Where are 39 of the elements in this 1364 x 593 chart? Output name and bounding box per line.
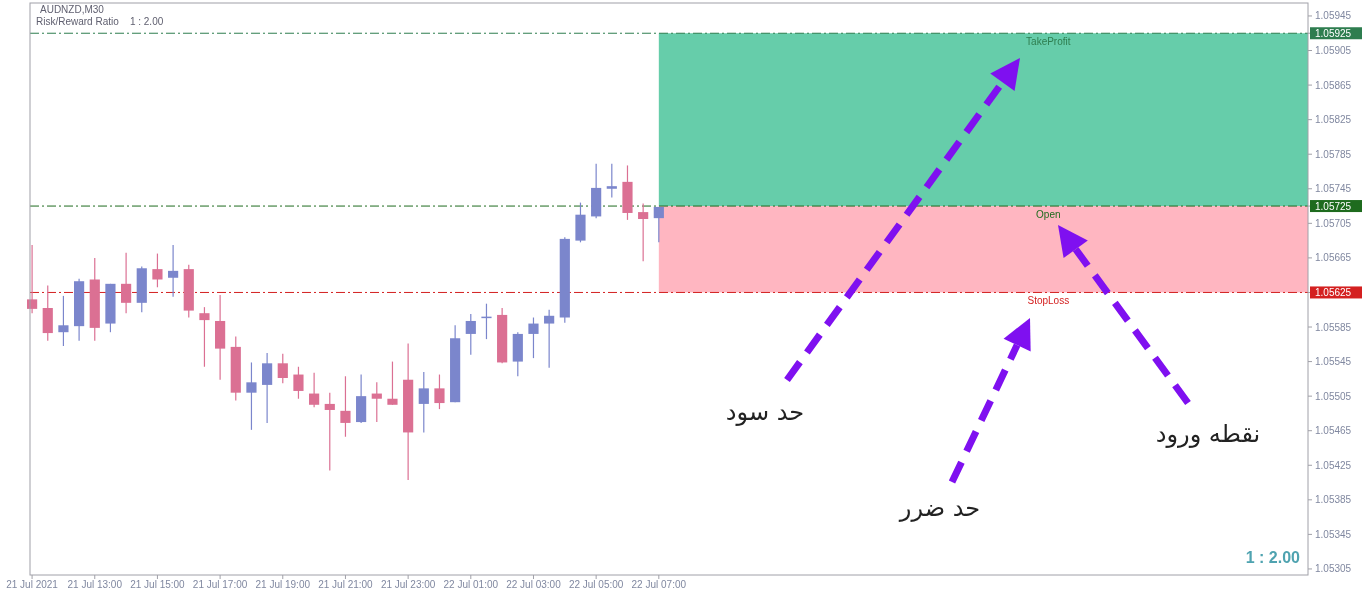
y-tick-label: 1.05705 [1315,217,1352,229]
y-tick-label: 1.05425 [1315,459,1352,471]
y-tick-label: 1.05865 [1315,79,1352,91]
x-tick-label: 22 Jul 05:00 [568,579,624,590]
y-tick-label: 1.05925 [1315,27,1352,39]
y-tick-label: 1.05665 [1315,252,1352,264]
y-tick-label: 1.05905 [1315,45,1352,57]
x-tick-label: 21 Jul 13:00 [67,579,123,590]
chart-title: AUDNZD,M30 [40,4,105,15]
ref-line-label: StopLoss [1027,295,1070,307]
y-tick-label: 1.05625 [1315,286,1352,298]
text: Risk/Reward Ratio 1 : 2.00 [36,16,164,27]
y-tick-label: 1.05305 [1315,563,1352,575]
x-tick-label: 22 Jul 01:00 [443,579,499,590]
x-tick-label: 21 Jul 2021 [6,579,59,590]
ref-line-label: TakeProfit [1026,36,1071,48]
x-tick-label: 21 Jul 17:00 [192,579,248,590]
y-tick-label: 1.05505 [1315,390,1352,402]
x-tick-label: 21 Jul 21:00 [318,579,374,590]
y-tick-label: 1.05745 [1315,183,1352,195]
y-tick-label: 1.05725 [1315,200,1352,212]
annotation: حد ضرر [898,494,981,522]
x-tick-label: 22 Jul 03:00 [506,579,562,590]
x-tick-label: 21 Jul 19:00 [255,579,311,590]
x-tick-label: 21 Jul 23:00 [380,579,436,590]
y-tick-label: 1.05465 [1315,425,1352,437]
y-tick-label: 1.05385 [1315,494,1352,506]
y-tick-label: 1.05825 [1315,114,1352,126]
ref-line-label: Open [1036,209,1061,221]
annotation: 1 : 2.00 [1245,549,1301,566]
x-tick-label: 21 Jul 15:00 [130,579,186,590]
annotation: نقطه ورود [1155,420,1261,448]
annotation: حد سود [725,398,805,426]
y-tick-label: 1.05785 [1315,148,1352,160]
y-tick-label: 1.05585 [1315,321,1352,333]
y-tick-label: 1.05345 [1315,528,1352,540]
y-tick-label: 1.05545 [1315,356,1352,368]
x-tick-label: 22 Jul 07:00 [631,579,687,590]
y-tick-label: 1.05945 [1315,10,1352,22]
